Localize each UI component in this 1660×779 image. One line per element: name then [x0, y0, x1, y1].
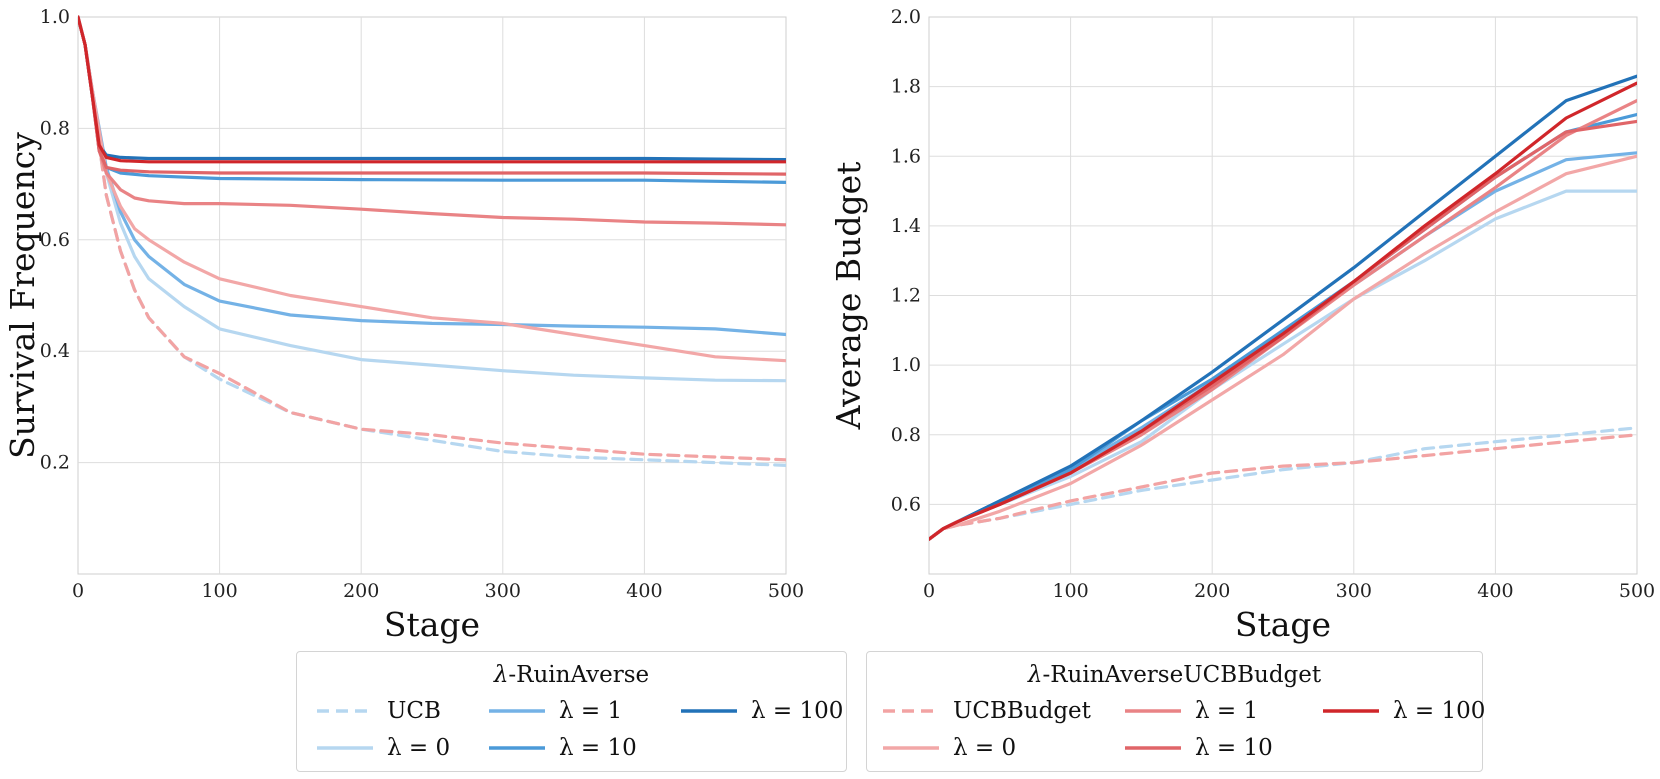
y-tick-label: 0.6	[891, 493, 921, 515]
series-group	[929, 74, 1637, 541]
legend-item-label: UCBBudget	[953, 698, 1091, 724]
legend-item: λ = 100	[677, 696, 843, 726]
y-tick-label: 1.8	[891, 76, 921, 98]
x-axis-label: Stage	[384, 605, 480, 644]
x-tick-label: 0	[72, 580, 84, 602]
y-tick-label: 1.4	[891, 215, 921, 237]
legend-item: λ = 10	[1121, 733, 1273, 763]
legend-item: λ = 1	[1121, 696, 1258, 726]
legend-item-label: λ = 0	[387, 735, 451, 761]
legend-swatch-solid	[489, 709, 545, 713]
series-line-0-6	[78, 15, 786, 363]
x-axis-label: Stage	[1235, 605, 1331, 644]
y-tick-label: 1.6	[891, 145, 921, 167]
chart-budget: 0 100 200 300 400 500 0.6 0.8 1.0 1.2 1.4 1.6 1.8 2.0…	[829, 6, 1655, 644]
y-tick-label: 1.0	[40, 6, 70, 28]
legend-item: UCBBudget	[879, 696, 1091, 726]
legend-title-symbol: λ	[1027, 662, 1043, 688]
legend-title-text: -RuinAverse	[508, 662, 650, 688]
legend-title: λ-RuinAverse	[297, 662, 846, 688]
y-tick-label: 0.6	[40, 229, 70, 251]
series-line-0-6	[929, 154, 1637, 541]
legend-title-text: -RuinAverseUCBBudget	[1042, 662, 1322, 688]
legend-item-label: λ = 10	[559, 735, 637, 761]
y-tick-label: 0.4	[40, 340, 70, 362]
legend-item: λ = 0	[313, 733, 450, 763]
legend-item: λ = 10	[485, 733, 637, 763]
series-line-dashed-UCBBudget-5	[929, 433, 1637, 541]
y-tick-label: 0.8	[891, 424, 921, 446]
y-tick-label: 1.2	[891, 285, 921, 307]
y-tick-label: 0.8	[40, 117, 70, 139]
chart-survival: 0 100 200 300 400 500 0.2 0.4 0.6 0.8 1.0 Stage Surv…	[3, 6, 804, 644]
legend-2: λ-RuinAverseUCBBudget UCBBudget λ = 0 λ = 1…	[866, 651, 1485, 772]
legend-title-symbol: λ	[493, 662, 509, 688]
legend-item: λ = 1	[485, 696, 622, 726]
legend-swatch-solid	[1125, 709, 1181, 713]
series-line-100-9	[78, 15, 786, 164]
x-tick-label: 400	[626, 580, 662, 602]
legend-item-label: λ = 1	[1195, 698, 1259, 724]
x-tick-label: 100	[201, 580, 237, 602]
legend-item-label: UCB	[387, 698, 441, 724]
y-axis-label: Survival Frequency	[3, 132, 42, 459]
x-tick-label: 300	[1336, 580, 1372, 602]
legend-swatch-solid	[681, 709, 737, 713]
series-line-dashed-UCB-0	[929, 426, 1637, 541]
legend-swatch-solid	[883, 746, 939, 750]
legend-item: λ = 0	[879, 733, 1016, 763]
x-tick-label: 0	[923, 580, 935, 602]
y-tick-label: 2.0	[891, 6, 921, 28]
legend-item: UCB	[313, 696, 441, 726]
legend-item-label: λ = 0	[953, 735, 1017, 761]
legend-item-label: λ = 10	[1195, 735, 1273, 761]
legend-swatch-solid	[489, 746, 545, 750]
legend-swatch-solid	[317, 746, 373, 750]
series-line-100-9	[929, 81, 1637, 541]
legend-swatch-solid	[1125, 746, 1181, 750]
x-tick-label: 400	[1477, 580, 1513, 602]
plot-frame	[77, 16, 787, 575]
legend-1: λ-RuinAverse UCB λ = 0 λ = 1 λ = 10 λ = 100	[296, 651, 847, 772]
y-tick-label: 1.0	[891, 354, 921, 376]
series-group	[78, 15, 786, 467]
legend-swatch-dashed	[317, 709, 373, 713]
y-axis-label: Average Budget	[829, 162, 868, 431]
legend-title: λ-RuinAverseUCBBudget	[867, 662, 1482, 688]
x-tick-label: 200	[343, 580, 379, 602]
x-tick-label: 200	[1194, 580, 1230, 602]
legend-swatch-dashed	[883, 709, 939, 713]
y-tick-label: 0.2	[40, 452, 70, 474]
x-tick-label: 500	[768, 580, 804, 602]
legend-item-label: λ = 100	[751, 698, 844, 724]
legend-item-label: λ = 100	[1393, 698, 1486, 724]
x-tick-label: 300	[485, 580, 521, 602]
x-tick-label: 100	[1052, 580, 1088, 602]
legend-swatch-solid	[1323, 709, 1379, 713]
legend-item: λ = 100	[1319, 696, 1485, 726]
legend-item-label: λ = 1	[559, 698, 623, 724]
x-tick-label: 500	[1619, 580, 1655, 602]
